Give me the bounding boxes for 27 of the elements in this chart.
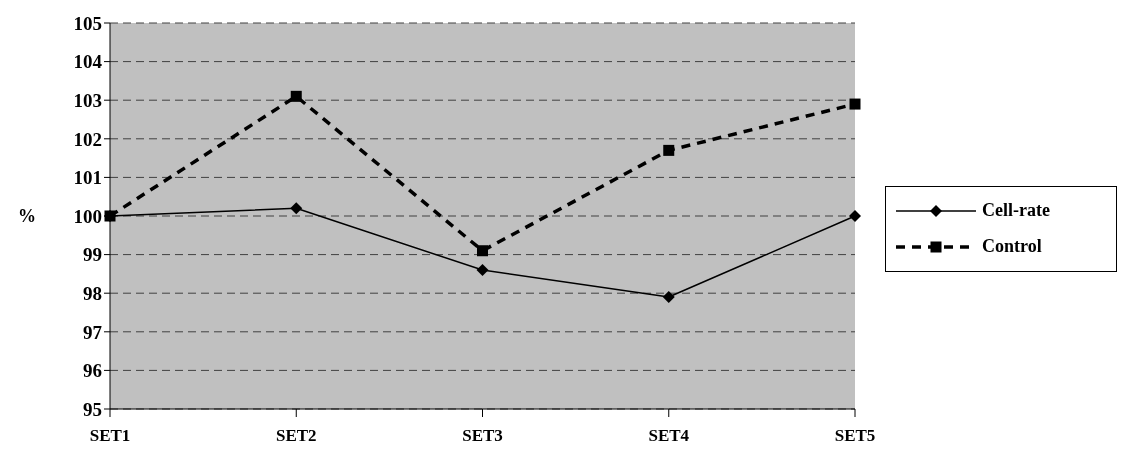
y-tick-label: 98 xyxy=(83,282,102,304)
y-tick-label: 102 xyxy=(73,128,102,150)
y-tick-label: 105 xyxy=(73,12,102,34)
y-tick-label: 101 xyxy=(73,167,102,189)
x-tick-label: SET1 xyxy=(89,426,131,446)
point xyxy=(849,210,861,222)
x-tick-label: SET4 xyxy=(648,426,690,446)
y-tick-label: 96 xyxy=(83,360,102,382)
x-tick-label: SET2 xyxy=(275,426,317,446)
legend-label: Cell-rate xyxy=(982,200,1050,221)
point xyxy=(476,264,489,277)
point xyxy=(662,291,675,304)
point xyxy=(290,90,302,102)
y-tick-label: 97 xyxy=(83,321,103,343)
point xyxy=(477,245,488,257)
y-tick-label: 100 xyxy=(73,205,102,227)
point xyxy=(849,98,861,110)
legend-label: Control xyxy=(982,236,1042,257)
y-tick-label: 99 xyxy=(83,244,102,266)
y-axis-title: % xyxy=(18,206,36,227)
x-tick-label: SET3 xyxy=(462,426,503,446)
y-tick-label: 95 xyxy=(83,398,102,420)
x-tick-label: SET5 xyxy=(834,426,876,446)
point xyxy=(663,144,675,156)
point xyxy=(290,202,303,215)
y-tick-label: 104 xyxy=(73,51,103,73)
y-tick-label: 103 xyxy=(73,89,102,111)
